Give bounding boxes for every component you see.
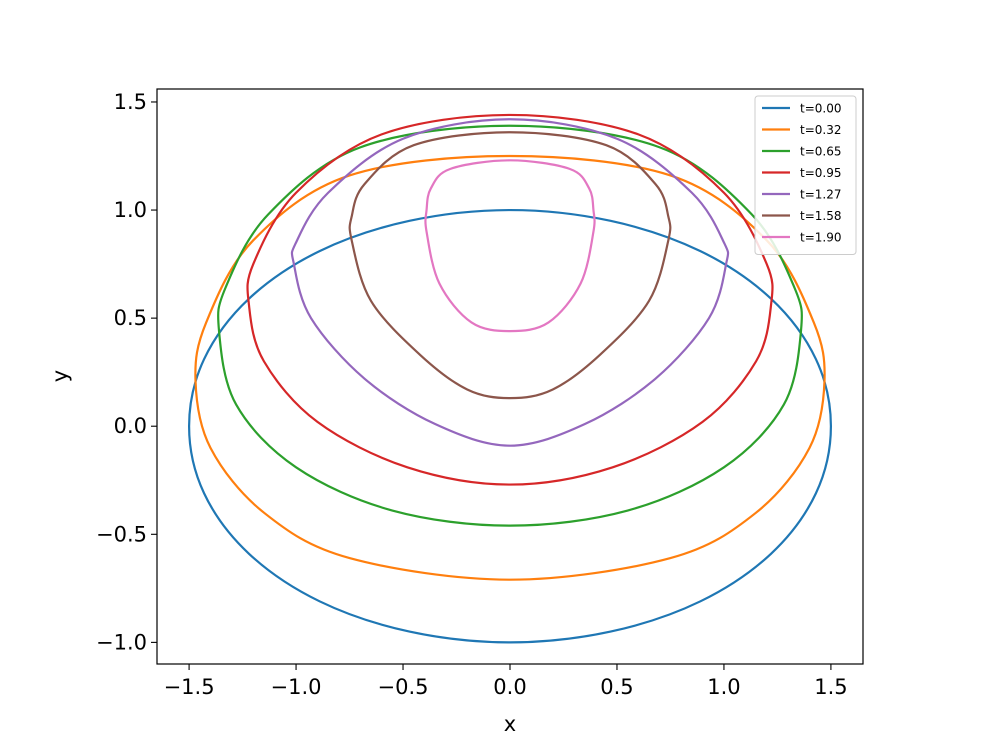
y-axis: −1.0 −0.5 0.0 0.5 1.0 1.5 xyxy=(96,90,157,654)
x-tick-label: 0.5 xyxy=(600,675,633,699)
legend-label-5: t=1.58 xyxy=(800,209,841,223)
series-line-3 xyxy=(246,113,774,486)
y-tick-label: 1.0 xyxy=(114,198,147,222)
legend-label-2: t=0.65 xyxy=(800,145,841,159)
series-line-4 xyxy=(290,118,730,447)
plot-area xyxy=(156,88,864,665)
legend-label-6: t=1.90 xyxy=(800,231,841,245)
x-axis-label: x xyxy=(504,712,516,736)
x-tick-label: −1.0 xyxy=(271,675,322,699)
series-line-6 xyxy=(424,159,596,333)
series-line-0 xyxy=(187,208,833,644)
x-tick-label: 0.0 xyxy=(493,675,526,699)
x-tick-label: −0.5 xyxy=(378,675,429,699)
y-axis-label: y xyxy=(48,370,72,382)
legend-label-0: t=0.00 xyxy=(800,102,841,116)
legend-label-1: t=0.32 xyxy=(800,123,841,137)
y-tick-label: −1.0 xyxy=(96,630,147,654)
y-tick-label: 0.0 xyxy=(114,414,147,438)
series-layer xyxy=(187,113,833,644)
x-tick-label: 1.5 xyxy=(814,675,847,699)
y-tick-label: −0.5 xyxy=(96,522,147,546)
series-line-5 xyxy=(348,131,672,400)
legend-label-3: t=0.95 xyxy=(800,166,841,180)
y-tick-label: 0.5 xyxy=(114,306,147,330)
series-line-1 xyxy=(194,154,826,581)
x-tick-label: −1.5 xyxy=(164,675,215,699)
y-tick-label: 1.5 xyxy=(114,90,147,114)
x-tick-label: 1.0 xyxy=(707,675,740,699)
legend-label-4: t=1.27 xyxy=(800,188,841,202)
legend: t=0.00 t=0.32 t=0.65 t=0.95 t=1.27 t=1.58 t=1.… xyxy=(754,95,857,255)
x-axis: −1.5 −1.0 −0.5 0.0 0.5 1.0 1.5 xyxy=(164,664,848,699)
